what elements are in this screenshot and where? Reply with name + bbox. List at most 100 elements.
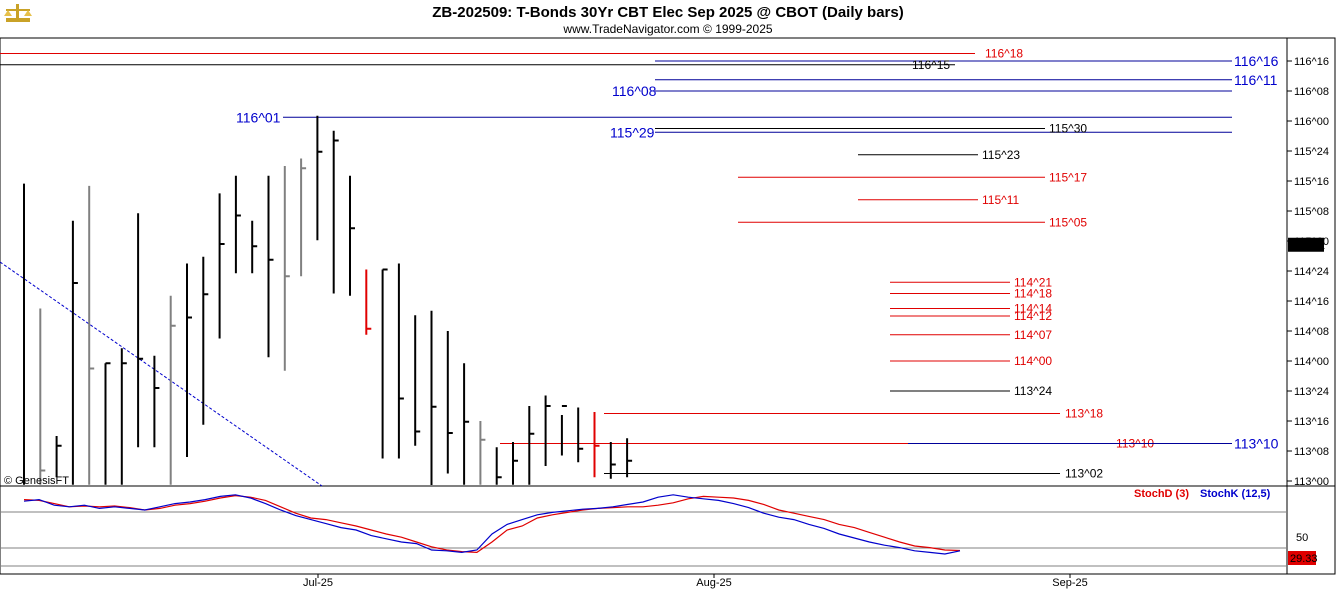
price-tick-label: 116^00 — [1294, 116, 1329, 128]
ohlc-bar — [365, 269, 372, 335]
level-label: 116^18 — [985, 47, 1023, 61]
level-label: 113^24 — [1014, 384, 1052, 398]
ohlc-bar — [528, 406, 535, 485]
price-tick-label: 113^00 — [1294, 476, 1329, 488]
date-tick-label: Aug-25 — [696, 577, 731, 589]
ohlc-bar — [300, 158, 307, 277]
ohlc-bar — [414, 315, 421, 446]
ohlc-bar — [332, 130, 339, 294]
level-label: 116^08 — [612, 83, 657, 99]
level-label: 116^01 — [236, 109, 281, 125]
ohlc-bar — [202, 256, 209, 425]
ohlc-bar — [120, 348, 127, 485]
ohlc-bar — [544, 395, 551, 466]
level-label: 115^30 — [1049, 122, 1087, 136]
ohlc-bar — [381, 268, 388, 459]
level-label: 116^15 — [912, 58, 950, 72]
level-label: 114^12 — [1014, 309, 1052, 323]
trendline — [0, 261, 323, 487]
level-label: 113^18 — [1065, 407, 1103, 421]
ohlc-bar — [463, 363, 470, 485]
indicator-level-label: 50 — [1296, 532, 1308, 544]
level-label: 115^29 — [610, 124, 655, 140]
chart-title: ZB-202509: T-Bonds 30Yr CBT Elec Sep 202… — [432, 4, 903, 21]
ohlc-bar — [218, 193, 225, 339]
price-tick-label: 113^08 — [1294, 446, 1329, 458]
price-axis: 116^16116^08116^00115^24115^16115^08115^… — [1287, 56, 1329, 488]
price-tick-label: 114^16 — [1294, 296, 1329, 308]
ohlc-bar — [626, 438, 633, 478]
ohlc-bar — [609, 442, 616, 479]
ohlc-bar — [397, 263, 404, 459]
indicator-value-badge — [1288, 551, 1316, 565]
ohlc-bar — [55, 436, 62, 478]
stochk-line — [23, 494, 961, 555]
trendline-layer — [0, 261, 323, 487]
current-price-badge — [1288, 237, 1324, 252]
level-label: 114^14 — [1014, 302, 1052, 316]
level-label: 115^17 — [1049, 170, 1087, 184]
price-tick-label: 114^08 — [1294, 326, 1329, 338]
date-tick-label: Jul-25 — [303, 577, 333, 589]
level-label: 114^18 — [1014, 287, 1052, 301]
bars-layer — [23, 115, 633, 485]
ohlc-bar — [495, 447, 502, 485]
indicator-value-label: 29.33 — [1290, 553, 1318, 565]
price-tick-label: 115^24 — [1294, 146, 1329, 158]
level-label: 115^11 — [982, 193, 1020, 207]
ohlc-bar — [71, 220, 78, 485]
ohlc-bar — [593, 412, 600, 478]
ohlc-bar — [446, 331, 453, 474]
ohlc-bar — [137, 213, 144, 448]
ohlc-bar — [39, 308, 46, 485]
price-tick-label: 115^08 — [1294, 206, 1329, 218]
ohlc-bar — [186, 263, 192, 457]
ohlc-bar — [251, 220, 258, 274]
ohlc-bar — [430, 310, 437, 485]
price-axis-panel — [1286, 37, 1336, 487]
level-label: 116^16 — [1234, 53, 1279, 69]
date-axis: Jul-25 Aug-25 Sep-25 — [303, 574, 1088, 589]
ohlc-bar — [283, 166, 290, 371]
price-tick-label: 113^24 — [1294, 386, 1329, 398]
level-label: 116^11 — [1234, 72, 1278, 88]
ohlc-bar — [153, 355, 160, 448]
stochd-line — [23, 494, 961, 554]
ohlc-bar — [88, 185, 95, 485]
ohlc-bar — [234, 175, 241, 274]
ohlc-bar — [104, 362, 111, 485]
ohlc-bar — [479, 421, 486, 485]
price-tick-label: 116^08 — [1294, 86, 1329, 98]
level-label: 114^00 — [1014, 354, 1052, 368]
ohlc-bar — [512, 442, 518, 485]
price-tick-label: 116^16 — [1294, 56, 1329, 68]
level-label: 113^10 — [1234, 436, 1279, 452]
current-price-label: 114^31 — [1290, 240, 1325, 252]
chart-header: ZB-202509: T-Bonds 30Yr CBT Elec Sep 202… — [4, 4, 904, 36]
levels-layer: 116^18 116^16 116^15 116^11 116^08 116^01 115^… — [0, 47, 1279, 481]
ohlc-bar — [267, 175, 274, 358]
price-tick-label: 113^16 — [1294, 416, 1329, 428]
price-tick-label: 114^00 — [1294, 356, 1329, 368]
ohlc-bar — [560, 405, 567, 456]
level-label: 113^02 — [1065, 467, 1103, 481]
gold-scales-icon — [4, 4, 32, 22]
level-label: 114^21 — [1014, 275, 1052, 289]
ohlc-bar — [169, 295, 176, 485]
chart-subtitle: www.TradeNavigator.com © 1999-2025 — [562, 22, 772, 36]
level-label: 115^23 — [982, 148, 1020, 162]
ohlc-bar — [316, 115, 323, 241]
price-tick-label: 115^16 — [1294, 176, 1329, 188]
ohlc-bar — [349, 175, 355, 296]
indicator-panel — [0, 485, 1288, 575]
stochk-legend: StochK (12,5) — [1200, 488, 1271, 500]
copyright-label: © GenesisFT — [4, 475, 69, 487]
level-label: 114^07 — [1014, 328, 1052, 342]
stochastic-indicator: StochD (3) StochK (12,5) 50 29.33 — [0, 488, 1318, 567]
level-label: 115^05 — [1049, 215, 1087, 229]
date-tick-label: Sep-25 — [1052, 577, 1087, 589]
ohlc-bar — [577, 407, 584, 463]
stochd-legend: StochD (3) — [1134, 488, 1189, 500]
price-tick-label: 114^24 — [1294, 266, 1329, 278]
